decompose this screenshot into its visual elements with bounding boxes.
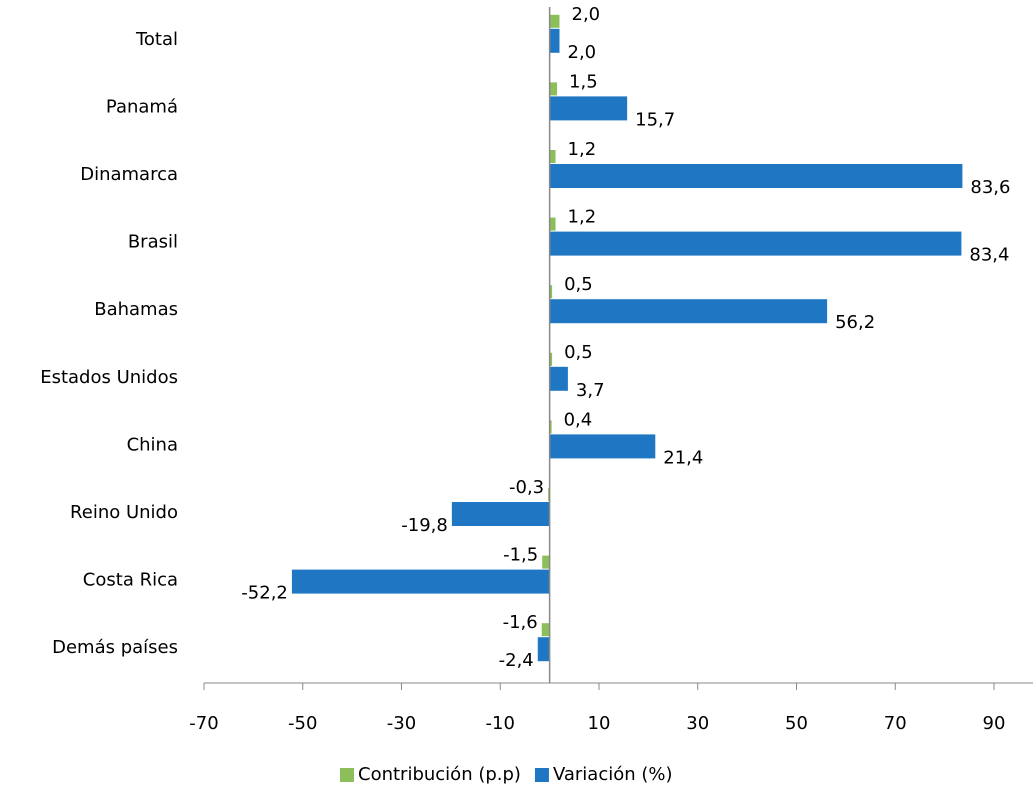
y-tick-label: Estados Unidos [40,367,178,388]
legend-label: Variación (%) [553,764,673,785]
x-tick-label: 70 [884,713,907,734]
bar [549,366,568,391]
bar [542,555,550,569]
x-tick-label: -70 [189,713,218,734]
data-label: 3,7 [576,380,605,401]
bar [537,637,550,662]
data-label: 1,5 [569,71,598,92]
data-label: -52,2 [241,583,288,604]
legend-swatch [534,768,549,782]
x-tick-label: 90 [983,713,1006,734]
bar [549,299,828,324]
y-tick-label: Panamá [106,96,178,117]
data-label: 0,4 [564,409,593,430]
data-label: -1,6 [503,612,538,633]
bar [549,164,963,188]
data-label: -0,3 [509,477,544,498]
x-tick-label: 30 [686,713,709,734]
bar [549,82,558,96]
x-tick-label: 10 [588,713,611,734]
x-tick-label: 50 [785,713,808,734]
y-tick-label: Total [135,29,178,50]
bar [451,502,550,526]
data-label: 2,0 [568,42,597,63]
x-tick-label: -30 [387,713,416,734]
bar [549,14,560,28]
data-label: 1,2 [568,207,597,228]
legend-swatch [340,768,354,782]
data-label: 1,2 [568,139,597,160]
data-label: -2,4 [499,650,534,671]
data-label: 0,5 [564,274,593,295]
y-tick-label: Dinamarca [80,164,178,185]
data-label: 56,2 [835,312,875,333]
data-label: -19,8 [401,515,448,536]
bar [549,285,553,299]
x-tick-label: -50 [288,713,317,734]
data-label: 83,4 [969,245,1009,266]
data-label: 0,5 [564,342,593,363]
bar [291,569,550,594]
bar [549,434,656,459]
y-tick-label: Demás países [52,637,178,658]
bar [541,623,550,637]
y-tick-label: Reino Unido [70,502,178,523]
data-label: 83,6 [970,177,1010,198]
bar [549,420,552,434]
x-tick-label: -10 [486,713,515,734]
bar [549,217,556,231]
y-tick-label: Costa Rica [83,570,178,591]
data-label: 15,7 [635,109,675,130]
data-label: 2,0 [572,4,601,25]
y-tick-label: Bahamas [94,299,178,320]
bar [549,150,556,163]
bar [549,352,553,366]
data-label: -1,5 [503,545,538,566]
bar [549,28,560,53]
bar [549,231,962,256]
y-tick-label: Brasil [128,232,178,253]
data-label: 21,4 [663,447,703,468]
bar [549,96,628,121]
y-tick-label: China [127,434,178,455]
legend-label: Contribución (p.p) [358,764,521,785]
